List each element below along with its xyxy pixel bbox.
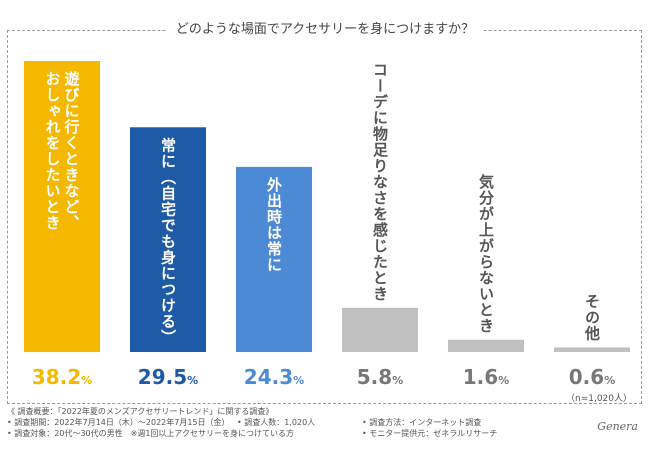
category-label-1-col2: おしゃれをしたいとき bbox=[44, 71, 62, 231]
category-label-2: 常に（自宅でも身につける） bbox=[159, 136, 177, 345]
survey-period: • 調査期間：2022年7月14日（木）〜2022年7月15日（金） bbox=[7, 418, 230, 427]
value-number-5: 1.6 bbox=[463, 365, 498, 389]
value-number-6: 0.6 bbox=[569, 365, 604, 389]
survey-overview: 《 調査概要：「2022年夏のメンズアクセサリートレンド」に関する調査》 bbox=[7, 407, 274, 416]
survey-method: • 調査方法：インターネット調査 bbox=[362, 418, 482, 427]
survey-footer: 《 調査概要：「2022年夏のメンズアクセサリートレンド」に関する調査》 • 調… bbox=[7, 406, 627, 450]
bar-2 bbox=[130, 127, 206, 352]
value-unit-2: % bbox=[187, 374, 198, 387]
bar-4 bbox=[342, 307, 418, 352]
bar-1 bbox=[24, 61, 100, 352]
category-label-6: その他 bbox=[583, 293, 601, 341]
chart-title: どのような場面でアクセサリーを身につけますか？ bbox=[0, 18, 650, 42]
bar-6 bbox=[554, 347, 630, 352]
value-unit-1: % bbox=[81, 374, 92, 387]
value-label-1: 38.2% bbox=[32, 365, 92, 389]
category-label-4: コーデに物足りなさを感じたとき bbox=[371, 62, 389, 302]
value-unit-6: % bbox=[604, 374, 615, 387]
survey-monitor: • モニター提供元：ゼネラルリサーチ bbox=[362, 429, 498, 438]
value-unit-5: % bbox=[498, 374, 509, 387]
value-number-1: 38.2 bbox=[32, 365, 81, 389]
category-label-3: 外出時は常に bbox=[265, 176, 283, 273]
value-label-3: 24.3% bbox=[244, 365, 304, 389]
value-number-2: 29.5 bbox=[138, 365, 187, 389]
category-label-1-col1: 遊びに行くときなど、 bbox=[63, 70, 81, 231]
value-label-2: 29.5% bbox=[138, 365, 198, 389]
category-label-5: 気分が上がらないとき bbox=[477, 173, 495, 334]
value-label-4: 5.8% bbox=[357, 365, 403, 389]
sample-size-note: （n=1,020人） bbox=[566, 393, 632, 404]
value-label-5: 1.6% bbox=[463, 365, 509, 389]
survey-target: • 調査対象：20代〜30代の男性 ※週1回以上アクセサリーを身につけている方 bbox=[7, 429, 295, 438]
value-label-6: 0.6% bbox=[569, 365, 615, 389]
signature-logo: Genera bbox=[597, 420, 638, 433]
bar-5 bbox=[448, 339, 524, 352]
value-number-3: 24.3 bbox=[244, 365, 293, 389]
survey-count: • 調査人数：1,020人 bbox=[237, 418, 316, 427]
value-unit-4: % bbox=[392, 374, 403, 387]
value-unit-3: % bbox=[293, 374, 304, 387]
value-number-4: 5.8 bbox=[357, 365, 392, 389]
bar-3 bbox=[236, 166, 312, 352]
